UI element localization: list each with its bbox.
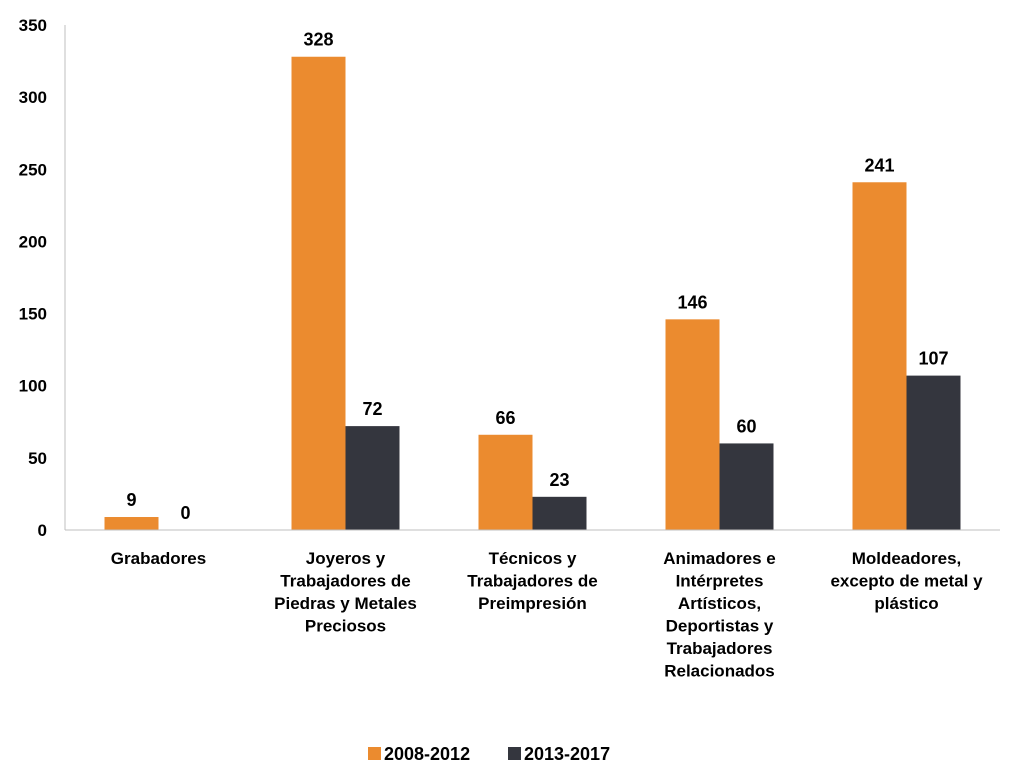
y-tick-label: 350 xyxy=(19,16,47,35)
data-labels: 9 0 328 72 66 23 146 60 241 107 xyxy=(126,30,948,523)
y-tick-label: 300 xyxy=(19,88,47,107)
data-label: 146 xyxy=(677,292,707,312)
category-label: Grabadores xyxy=(111,549,206,568)
category-label: Intérpretes xyxy=(676,572,764,591)
bar-2008-2012 xyxy=(665,319,720,530)
category-label: Relacionados xyxy=(664,662,775,681)
category-label: Trabajadores de xyxy=(467,572,597,591)
category-label: Técnicos y xyxy=(489,549,577,568)
category-label: plástico xyxy=(874,594,938,613)
legend-swatch xyxy=(368,747,381,760)
category-label: Moldeadores, xyxy=(852,549,962,568)
bars xyxy=(104,56,961,530)
bar-2008-2012 xyxy=(291,56,346,530)
bar-2008-2012 xyxy=(104,517,159,530)
bar-2008-2012 xyxy=(478,434,533,530)
data-label: 328 xyxy=(303,30,333,50)
category-label: Piedras y Metales xyxy=(274,594,417,613)
legend: 2008-2012 2013-2017 xyxy=(368,744,610,764)
category-label: Artísticos, xyxy=(678,594,761,613)
data-label: 23 xyxy=(549,470,569,490)
category-label: Trabajadores de xyxy=(280,572,410,591)
category-label: Preimpresión xyxy=(478,594,587,613)
data-label: 241 xyxy=(864,155,894,175)
category-label: Preciosos xyxy=(305,617,386,636)
bar-2013-2017 xyxy=(906,375,961,530)
y-tick-label: 150 xyxy=(19,305,47,324)
legend-swatch xyxy=(508,747,521,760)
y-tick-label: 0 xyxy=(38,521,47,540)
data-label: 72 xyxy=(362,399,382,419)
category-label: Trabajadores xyxy=(667,639,773,658)
y-axis: 0 50 100 150 200 250 300 350 xyxy=(19,16,66,540)
y-tick-label: 100 xyxy=(19,377,47,396)
data-label: 9 xyxy=(126,490,136,510)
category-label: Joyeros y xyxy=(306,549,386,568)
legend-label: 2008-2012 xyxy=(384,744,470,764)
bar-2013-2017 xyxy=(532,496,587,530)
data-label: 66 xyxy=(495,408,515,428)
y-tick-label: 250 xyxy=(19,160,47,179)
data-label: 107 xyxy=(918,349,948,369)
y-tick-label: 50 xyxy=(28,449,47,468)
bar-2008-2012 xyxy=(852,182,907,530)
category-label: Animadores e xyxy=(663,549,775,568)
legend-label: 2013-2017 xyxy=(524,744,610,764)
y-tick-label: 200 xyxy=(19,232,47,251)
x-axis: Grabadores Joyeros y Trabajadores de Piedra… xyxy=(65,529,1000,681)
bar-2013-2017 xyxy=(345,426,400,530)
data-label: 60 xyxy=(736,416,756,436)
bar-2013-2017 xyxy=(719,443,774,530)
category-label: Deportistas y xyxy=(666,617,774,636)
category-label: excepto de metal y xyxy=(830,572,983,591)
data-label: 0 xyxy=(180,503,190,523)
